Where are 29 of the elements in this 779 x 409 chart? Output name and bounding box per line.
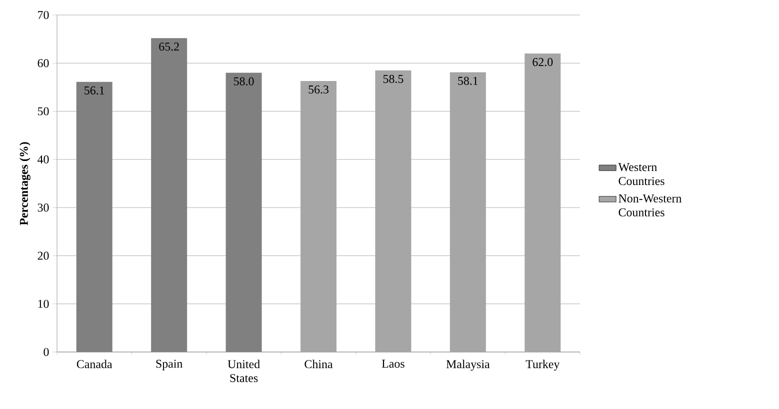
y-tick-label: 10 (38, 300, 49, 308)
y-tick-label: 30 (38, 204, 49, 212)
x-tick-label: Canada (76, 360, 112, 368)
data-label: 58.1 (458, 76, 478, 85)
data-label: 56.1 (84, 86, 104, 95)
y-tick-label: 70 (38, 10, 49, 20)
y-tick-label: 50 (38, 107, 49, 116)
data-label: 58.0 (234, 77, 254, 86)
data-label: 56.3 (308, 85, 328, 94)
y-tick-label: 20 (38, 252, 49, 260)
bar (300, 80, 336, 352)
data-label: 58.5 (383, 74, 404, 84)
x-tick-label: United States (228, 360, 260, 382)
data-label: 65.2 (159, 42, 179, 51)
bar (524, 54, 561, 352)
bar (450, 72, 486, 352)
x-tick-label: Laos (382, 360, 404, 368)
y-tick-label: 40 (38, 155, 49, 164)
x-tick-label: Malaysia (446, 360, 490, 371)
y-tick-label: 0 (44, 348, 49, 356)
bar (375, 70, 412, 352)
y-axis-title: Percentages (%) (19, 142, 30, 226)
x-tick-label: Turkey (526, 360, 560, 371)
data-label: 62.0 (532, 58, 553, 66)
x-tick-label: Spain (156, 360, 183, 370)
legend-label: Non-Western Countries (618, 194, 682, 216)
y-tick-label: 60 (38, 59, 49, 68)
x-tick-label: China (304, 360, 333, 368)
legend-label: Western Countries (618, 163, 664, 186)
